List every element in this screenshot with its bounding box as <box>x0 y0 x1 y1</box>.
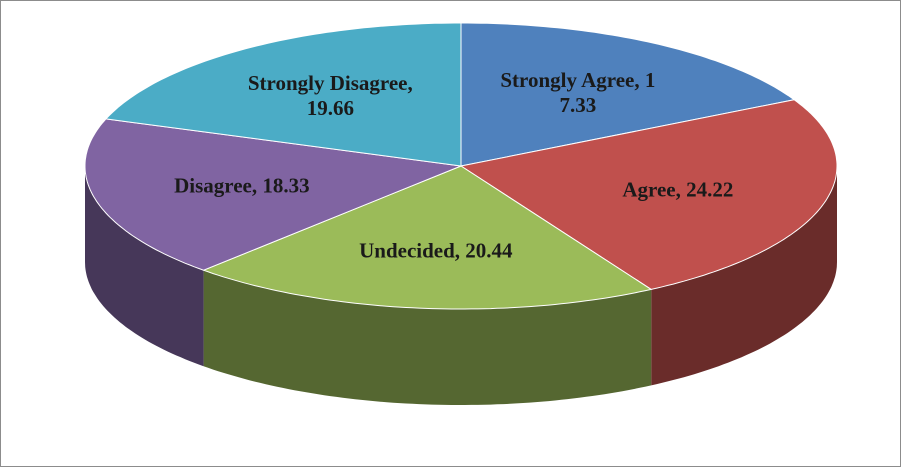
slice <box>460 22 796 167</box>
slice <box>202 165 653 310</box>
slice <box>459 99 838 290</box>
data-label: Agree, 24.22 <box>622 177 734 202</box>
data-label: Undecided, 20.44 <box>359 238 513 263</box>
data-label: Strongly Agree, 17.33 <box>500 67 656 117</box>
data-label: Strongly Disagree, 19.66 <box>247 71 413 121</box>
slice <box>104 22 462 167</box>
slice <box>84 118 463 271</box>
slice-side <box>85 166 204 367</box>
slice-side <box>651 166 837 386</box>
data-label: Disagree, 18.33 <box>174 173 310 198</box>
slice-side <box>203 270 652 405</box>
